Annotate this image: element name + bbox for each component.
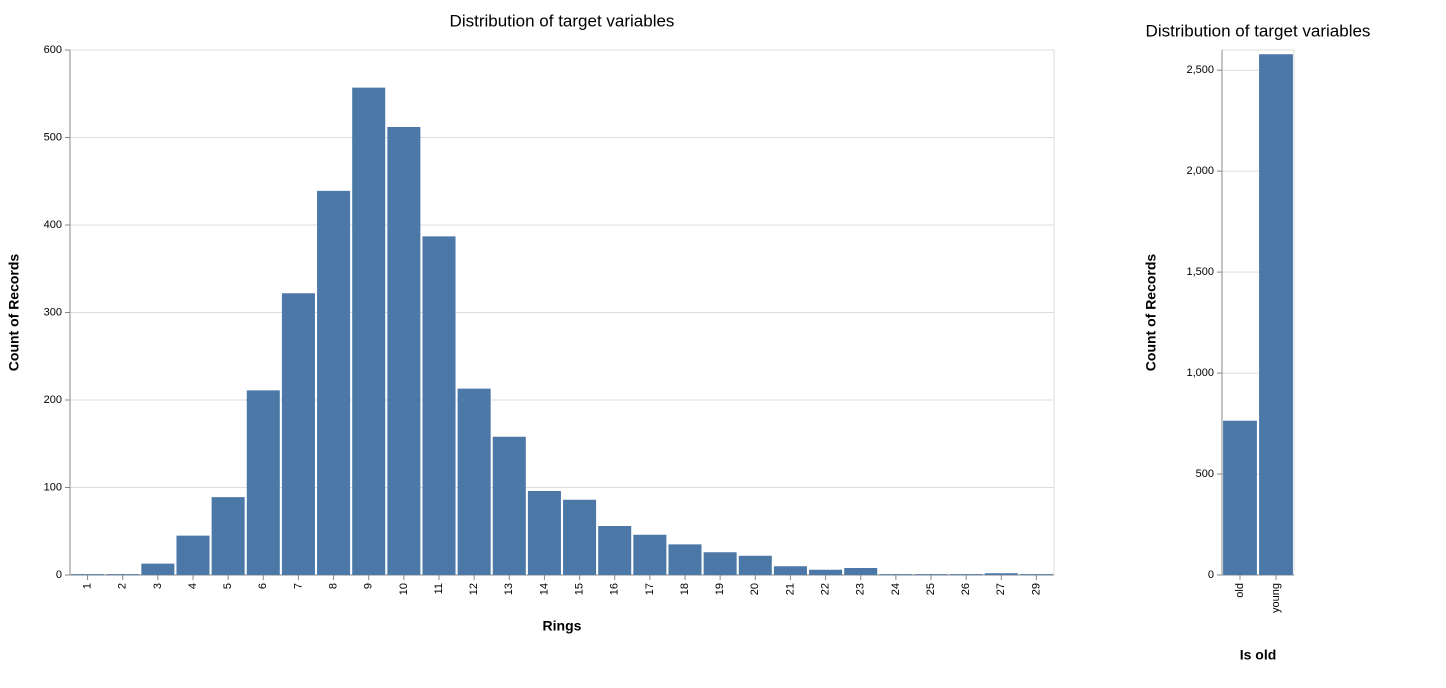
x-tick-label: 15	[573, 583, 585, 595]
x-tick-label: 16	[609, 583, 621, 595]
y-tick-label: 500	[1196, 468, 1214, 480]
x-tick-label: 20	[749, 583, 761, 595]
x-tick-label: 17	[644, 583, 656, 595]
y-tick-label: 1,000	[1186, 367, 1214, 379]
bar	[703, 552, 737, 575]
x-tick-label: 8	[327, 583, 339, 589]
x-tick-label: 11	[433, 583, 445, 594]
bar	[914, 574, 948, 575]
bar	[984, 573, 1018, 575]
bar	[1259, 54, 1293, 576]
x-tick-label: 19	[714, 583, 726, 595]
x-tick-label: 5	[222, 583, 234, 589]
x-tick-label: 7	[292, 583, 304, 589]
y-tick-label: 300	[44, 306, 62, 318]
x-tick-label: 29	[1030, 583, 1042, 595]
x-tick-label: 1	[81, 583, 93, 589]
y-axis-label: Count of Records	[1143, 254, 1159, 372]
bar	[352, 87, 386, 575]
bar	[668, 544, 702, 575]
bar	[738, 555, 772, 575]
x-tick-label: 22	[819, 583, 831, 595]
chart-title: Distribution of target variables	[1146, 21, 1371, 40]
y-tick-label: 1,500	[1186, 266, 1214, 278]
bar	[492, 436, 526, 575]
y-tick-label: 0	[56, 569, 62, 581]
y-tick-label: 200	[44, 394, 62, 406]
bar	[1019, 574, 1053, 575]
y-tick-label: 0	[1208, 569, 1214, 581]
x-tick-label: 2	[117, 583, 129, 589]
bar	[563, 499, 597, 575]
bar	[281, 293, 315, 575]
bar	[246, 390, 280, 575]
x-tick-label: 27	[995, 583, 1007, 595]
x-tick-label: 6	[257, 583, 269, 589]
x-tick-label: 14	[538, 583, 550, 595]
chart-title: Distribution of target variables	[450, 11, 675, 30]
x-axis-label: Rings	[543, 618, 582, 634]
bar	[1223, 420, 1257, 575]
x-tick-label: 21	[784, 583, 796, 595]
y-tick-label: 2,000	[1186, 165, 1214, 177]
x-tick-label: 9	[363, 583, 375, 589]
x-tick-label: old	[1234, 583, 1246, 598]
x-tick-label: 26	[960, 583, 972, 595]
bar	[176, 535, 210, 575]
x-tick-label: 13	[503, 583, 515, 595]
bar	[422, 236, 456, 575]
x-tick-label: 23	[855, 583, 867, 595]
x-axis-label: Is old	[1240, 647, 1277, 663]
bar	[773, 566, 807, 575]
y-axis-label: Count of Records	[6, 254, 22, 372]
bar	[457, 388, 491, 575]
x-tick-label: 10	[398, 583, 410, 595]
x-tick-label: 3	[152, 583, 164, 589]
y-tick-label: 400	[44, 219, 62, 231]
bar	[598, 526, 632, 575]
bar	[809, 569, 843, 575]
y-tick-label: 2,500	[1186, 64, 1214, 76]
bar	[387, 127, 421, 575]
x-tick-label: 4	[187, 583, 199, 589]
y-tick-label: 600	[44, 44, 62, 56]
x-tick-label: 24	[890, 583, 902, 595]
y-tick-label: 500	[44, 131, 62, 143]
bar	[106, 574, 140, 575]
bar	[844, 568, 878, 575]
y-tick-label: 100	[44, 481, 62, 493]
bar	[141, 563, 175, 575]
bar	[211, 497, 245, 575]
x-tick-label: 18	[679, 583, 691, 595]
bar	[527, 491, 561, 575]
x-tick-label: 25	[925, 583, 937, 595]
x-tick-label: young	[1270, 583, 1282, 613]
bar	[633, 534, 667, 575]
x-tick-label: 12	[468, 583, 480, 595]
bar	[317, 190, 351, 575]
bar	[71, 574, 105, 575]
bar	[949, 574, 983, 575]
bar	[879, 574, 913, 575]
